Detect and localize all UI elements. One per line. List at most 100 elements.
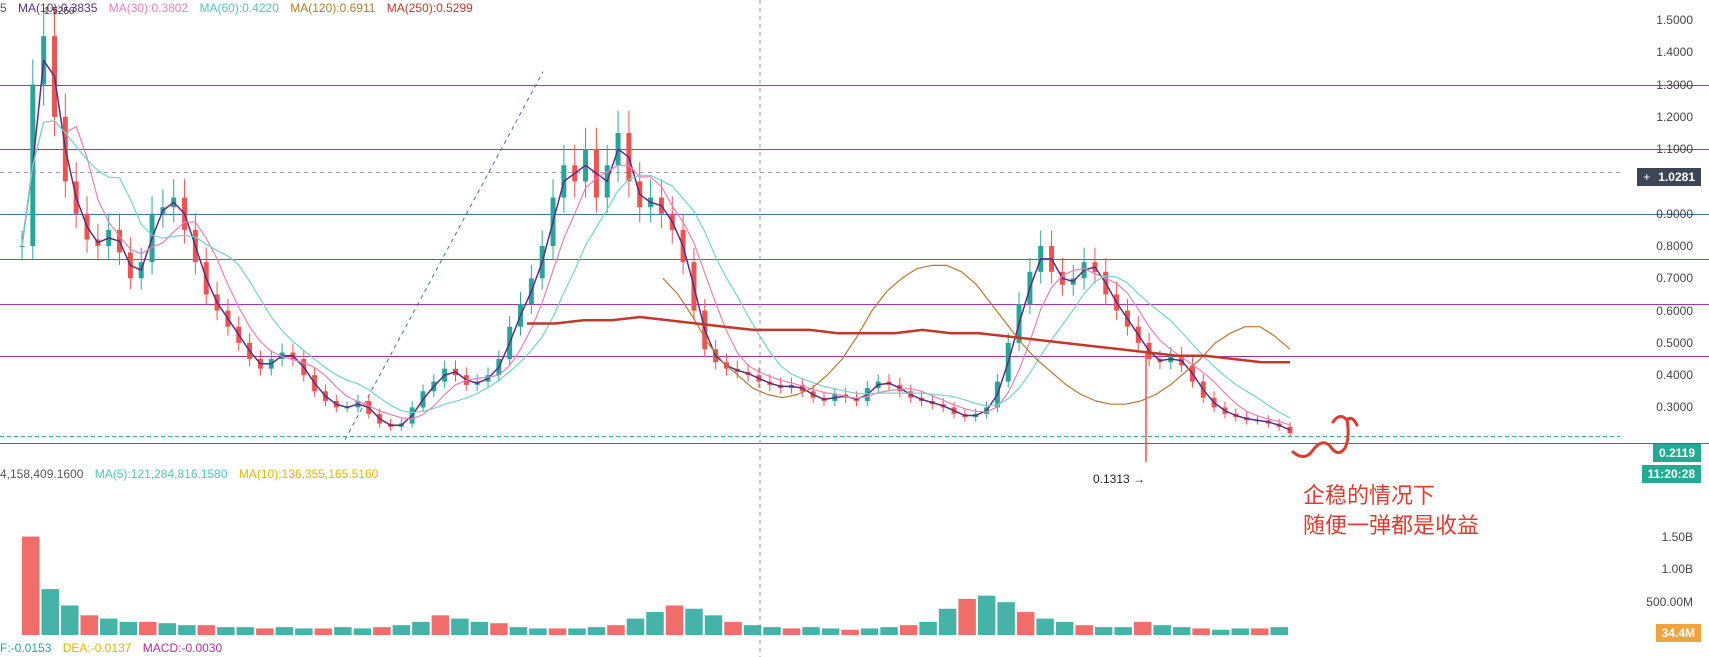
legend-cut-prefix: 5 <box>0 1 7 15</box>
volume-bar <box>1250 628 1269 635</box>
ma60-line <box>21 120 1291 419</box>
volume-axis-label: 500.00M <box>1646 595 1693 610</box>
annotation-line-2: 随便一弹都是收益 <box>1303 514 1480 539</box>
volume-bar <box>763 627 781 635</box>
low-price-marker: 0.1313 → <box>1093 472 1146 486</box>
trendline-dashed <box>344 71 544 440</box>
volume-bar <box>1114 627 1132 635</box>
volume-bar <box>1172 627 1191 635</box>
price-axis-label: 1.4000 <box>1656 45 1693 60</box>
volume-bar <box>802 627 820 635</box>
price-axis-label: 1.3000 <box>1656 77 1693 92</box>
trendline <box>344 71 544 440</box>
crosshair-price-tag[interactable]: +1.0281 <box>1637 168 1701 186</box>
volume-bar <box>1270 627 1288 635</box>
volume-axis-label: 1.00B <box>1661 562 1693 577</box>
price-axis-label: 0.9000 <box>1656 206 1693 221</box>
legend-ma60: MA(60):0.4220 <box>199 1 279 15</box>
volume-bar <box>665 605 684 635</box>
countdown-time-tag: 11:20:28 <box>1641 465 1701 483</box>
plus-icon: + <box>1643 170 1651 184</box>
volume-bar <box>626 618 645 635</box>
volume-bar <box>373 627 391 635</box>
volume-bar <box>860 628 879 635</box>
crosshair-price-value: 1.0281 <box>1658 170 1695 184</box>
volume-bar <box>295 628 313 635</box>
volume-bar <box>1192 628 1210 635</box>
ma30-line <box>21 120 1291 426</box>
horizontal-levels <box>0 85 1709 444</box>
volume-bar <box>178 625 196 635</box>
hand-drawn-arrow <box>1291 415 1359 458</box>
volume-bar <box>607 625 625 635</box>
candle-body <box>1287 426 1293 434</box>
volume-bar <box>997 602 1015 635</box>
volume-bar <box>782 628 801 635</box>
legend-vol-ma10: MA(10):136,355,165.5160 <box>238 467 379 481</box>
volume-bar <box>919 621 937 635</box>
volume-bar <box>451 618 469 635</box>
volume-bar <box>392 625 411 635</box>
volume-bar <box>197 625 216 635</box>
volume-bar <box>529 628 547 635</box>
volume-bar <box>509 627 528 635</box>
volume-bar <box>334 627 352 635</box>
volume-bar <box>685 608 703 635</box>
price-axis-label: 0.7000 <box>1656 271 1693 286</box>
annotation-line-1: 企稳的情况下 <box>1303 484 1436 509</box>
volume-bar <box>880 627 898 635</box>
overlap-high-label: 1.5250 <box>44 6 75 17</box>
volume-axis-label: 1.50B <box>1661 529 1693 544</box>
volume-bar <box>821 628 840 635</box>
price-axis-label: 1.2000 <box>1656 109 1693 124</box>
legend-ma120: MA(120):0.6911 <box>290 1 376 15</box>
price-axis-label: 0.8000 <box>1656 239 1693 253</box>
current-price-tag: 0.2119 <box>1652 444 1701 462</box>
volume-bar <box>1133 621 1152 635</box>
volume-bar <box>743 625 762 635</box>
volume-bar <box>1094 627 1113 635</box>
ma250-line <box>527 315 1290 364</box>
crosshair-grid <box>0 0 1620 657</box>
macd-legend: F:-0.0153 DEA:-0.0137 MACD:-0.0030 <box>0 641 230 655</box>
ma120-line <box>662 264 1291 405</box>
volume-bar <box>158 623 177 635</box>
price-axis-label: 0.6000 <box>1656 303 1693 318</box>
volume-bar <box>1075 625 1093 635</box>
volume-bar <box>568 628 586 635</box>
volume-bar <box>1036 618 1054 635</box>
volume-bar <box>490 623 508 635</box>
volume-bar <box>431 615 450 635</box>
volume-bar <box>1055 621 1074 635</box>
moving-average-lines <box>21 59 1291 431</box>
price-axis-label: 1.1000 <box>1656 142 1693 157</box>
legend-ma30: MA(30):0.3802 <box>108 1 189 15</box>
price-axis-label: 1.5000 <box>1656 13 1693 27</box>
volume-bar <box>938 608 957 635</box>
volume-bar <box>139 621 157 635</box>
volume-bar <box>977 595 996 635</box>
volume-bar <box>119 621 138 635</box>
legend-dea: DEA:-0.0137 <box>62 641 132 655</box>
legend-ma10: MA(10):0.3835 <box>18 1 98 15</box>
volume-bar <box>100 618 118 635</box>
volume-bar <box>314 628 333 635</box>
candles <box>19 8 1293 462</box>
volume-legend: 4,158,409.1600 MA(5):121,284,816.1580 MA… <box>0 467 386 481</box>
volume-bar <box>217 627 235 635</box>
legend-vol: 4,158,409.1600 <box>0 467 84 481</box>
volume-tag: 34.4M <box>1655 624 1701 642</box>
volume-bars <box>22 536 1288 635</box>
volume-bar <box>724 621 742 635</box>
legend-dif: F:-0.0153 <box>0 641 52 655</box>
annotation-arrow-path <box>1291 415 1359 458</box>
volume-bar <box>236 627 255 635</box>
volume-bar <box>841 629 859 635</box>
volume-bar <box>1016 612 1035 635</box>
price-axis-label: 0.3000 <box>1656 400 1693 415</box>
volume-bar <box>353 628 372 635</box>
volume-bar <box>61 605 79 635</box>
volume-bar <box>1153 625 1171 635</box>
annotation-text: 企稳的情况下 随便一弹都是收益 <box>1303 482 1479 542</box>
